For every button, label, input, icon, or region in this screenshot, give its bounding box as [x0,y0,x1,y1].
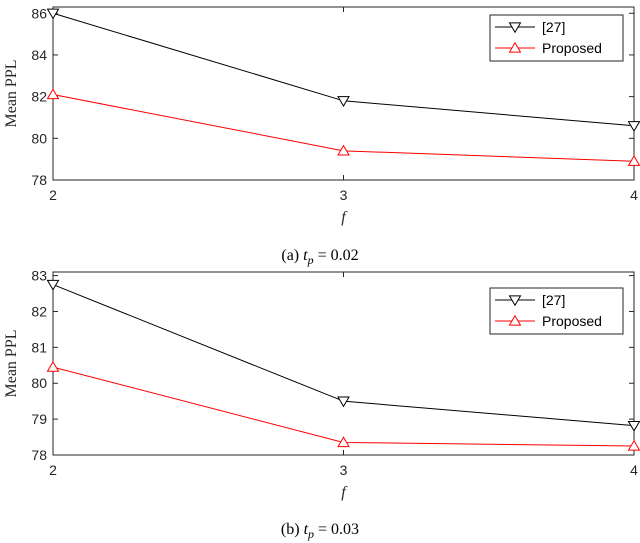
y-axis-label: Mean PPL [3,60,20,128]
x-tick-label: 2 [49,462,57,478]
y-tick-label: 78 [31,447,47,463]
y-tick-label: 84 [31,47,47,63]
legend-marker [508,41,522,53]
data-point [627,439,640,451]
data-point [337,396,350,408]
legend-marker [508,22,522,34]
data-point [627,121,640,133]
y-tick-label: 83 [31,268,47,284]
legend-label: [27] [542,292,565,308]
y-tick-label: 80 [31,130,47,146]
data-point [337,96,350,108]
data-point [46,8,60,20]
panel-caption: (a) tp = 0.02 [281,247,358,267]
x-axis-label: f [341,209,348,226]
y-tick-label: 82 [31,303,47,319]
panel-caption: (b) tp = 0.03 [281,521,359,541]
legend-marker [508,295,522,307]
y-tick-label: 79 [31,411,47,427]
data-point [627,420,640,432]
y-tick-label: 82 [31,89,47,105]
x-tick-label: 4 [630,187,638,203]
data-point [46,360,60,372]
legend-label: Proposed [542,40,602,56]
y-tick-label: 86 [31,5,47,21]
x-tick-label: 4 [630,462,638,478]
legend-label: Proposed [542,313,602,329]
chart-panel-b: 78 79 80 81 82 83 2 3 4 f Mean PPL [27] Proposed (b) … [3,268,640,541]
chart-panel-a: 78 80 82 84 86 2 3 4 f Mean PPL [27] Proposed (a) tp… [3,5,640,267]
x-tick-label: 2 [49,187,57,203]
data-point [337,436,350,448]
legend-marker [508,314,522,326]
y-tick-label: 81 [31,339,47,355]
data-point [627,155,640,166]
data-point [46,88,60,100]
y-tick-label: 78 [31,172,47,188]
legend: [27] Proposed [489,14,624,62]
x-axis-label: f [341,484,348,501]
x-tick-label: 3 [340,462,348,478]
data-point [46,279,60,291]
legend: [27] Proposed [489,287,624,335]
legend-label: [27] [542,19,565,35]
y-axis-label: Mean PPL [3,330,20,398]
y-tick-label: 80 [31,375,47,391]
x-tick-label: 3 [340,187,348,203]
data-point [337,144,350,156]
